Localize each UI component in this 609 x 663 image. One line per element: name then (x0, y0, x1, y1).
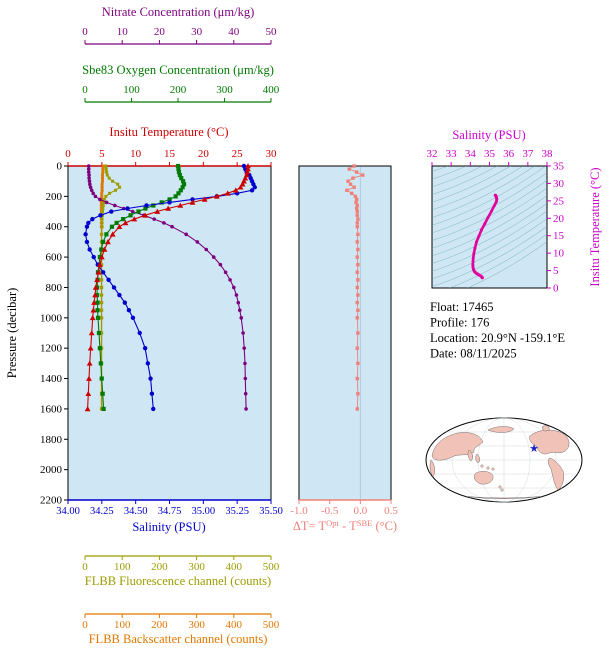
info-profile: Profile: 176 (430, 316, 489, 330)
map-land (426, 417, 582, 503)
tick-label: 30 (191, 26, 203, 38)
tick-label: 35.00 (192, 506, 216, 517)
tick-label: 1800 (40, 434, 63, 446)
tick-label: 0 (65, 148, 71, 160)
tick-label: 0.5 (384, 505, 398, 517)
ts-curve (471, 193, 499, 280)
tick-label: 40 (228, 26, 240, 38)
tick-label: 33 (446, 148, 458, 160)
tick-label: 0 (82, 619, 88, 631)
tick-label: 35 (484, 148, 496, 160)
tick-label: 35.50 (259, 506, 283, 517)
pressure-axis-title: Pressure (decibar) (5, 288, 19, 379)
tick-label: 100 (114, 561, 131, 573)
tick-label: 0 (57, 161, 63, 173)
ts-y-axis-title: Insitu Temperature (°C) (588, 167, 602, 286)
tick-label: 5 (99, 148, 105, 160)
tick-label: 1400 (40, 373, 63, 385)
tick-label: 200 (151, 561, 168, 573)
ts-x-axis-title: Salinity (PSU) (452, 128, 525, 142)
tick-label: 100 (114, 619, 131, 631)
tick-label: 800 (46, 282, 63, 294)
tick-label: 15 (164, 148, 176, 160)
tick-label: 35 (553, 161, 565, 173)
tick-label: 37 (522, 148, 534, 160)
tick-label: 0.0 (353, 505, 367, 517)
salinity-axis-title: Salinity (PSU) (132, 520, 205, 534)
ts-diagram (432, 166, 547, 288)
tick-label: 300 (188, 561, 205, 573)
tick-label: 1600 (40, 403, 63, 415)
delta-axis-title: ΔT= TOpt - TSBE (°C) (293, 518, 397, 533)
tick-label: 100 (123, 84, 140, 96)
tick-label: 34 (465, 148, 477, 160)
tick-label: 30 (553, 178, 565, 190)
oxygen-axis-title: Sbe83 Oxygen Concentration (μm/kg) (82, 63, 274, 77)
tick-label: 200 (46, 191, 63, 203)
tick-label: 1200 (40, 343, 63, 355)
tick-label: -1.0 (290, 505, 308, 517)
ts-plot-area (431, 165, 548, 289)
profile-series (83, 163, 257, 412)
tick-label: 34.50 (124, 506, 148, 517)
tick-label: 500 (263, 561, 280, 573)
tick-label: 34.00 (56, 506, 80, 517)
tick-label: 400 (46, 221, 63, 233)
info-location: Location: 20.9°N -159.1°E (430, 331, 565, 345)
tick-label: 50 (266, 26, 278, 38)
tick-label: 20 (198, 148, 210, 160)
tick-label: 600 (46, 252, 63, 264)
tick-label: 400 (226, 619, 243, 631)
tick-label: 20 (154, 26, 166, 38)
info-date: Date: 08/11/2025 (430, 347, 517, 361)
tick-label: 2200 (40, 495, 63, 507)
tick-label: 20 (553, 213, 565, 225)
tick-label: 10 (130, 148, 142, 160)
tick-label: 30 (266, 148, 278, 160)
info-float: Float: 17465 (430, 300, 494, 314)
float-location-star-icon: ★ (529, 443, 539, 455)
world-map: ★ (425, 417, 583, 503)
tick-label: 400 (263, 84, 280, 96)
delta-plot-area (298, 165, 392, 501)
tick-label: 0 (82, 561, 88, 573)
temperature-axis-title: Insitu Temperature (°C) (109, 125, 228, 139)
temperature-curve (84, 163, 251, 412)
tick-label: 25 (232, 148, 244, 160)
tick-label: 10 (117, 26, 129, 38)
tick-label: 0 (553, 283, 559, 295)
tick-label: 0 (82, 26, 88, 38)
tick-label: 35.25 (225, 506, 249, 517)
tick-label: 32 (427, 148, 438, 160)
tick-label: 15 (553, 230, 565, 242)
tick-label: 400 (226, 561, 243, 573)
tick-label: 5 (553, 265, 559, 277)
tick-label: 38 (542, 148, 554, 160)
nitrate-axis-title: Nitrate Concentration (μm/kg) (102, 5, 255, 19)
tick-label: 1000 (40, 312, 63, 324)
tick-label: -0.5 (321, 505, 339, 517)
tick-label: 25 (553, 195, 565, 207)
tick-label: 300 (216, 84, 233, 96)
backscatter-axis-title: FLBB Backscatter channel (counts) (89, 632, 268, 646)
tick-label: 34.25 (90, 506, 114, 517)
fluorescence-axis-title: FLBB Fluorescence channel (counts) (85, 574, 271, 588)
tick-label: 300 (188, 619, 205, 631)
tick-label: 36 (503, 148, 515, 160)
tick-label: 200 (170, 84, 187, 96)
tick-label: 2000 (40, 464, 63, 476)
tick-label: 10 (553, 248, 565, 260)
tick-label: 200 (151, 619, 168, 631)
delta-t-series (345, 164, 365, 499)
tick-label: 0 (82, 84, 88, 96)
tick-label: 34.75 (158, 506, 182, 517)
tick-label: 500 (263, 619, 280, 631)
